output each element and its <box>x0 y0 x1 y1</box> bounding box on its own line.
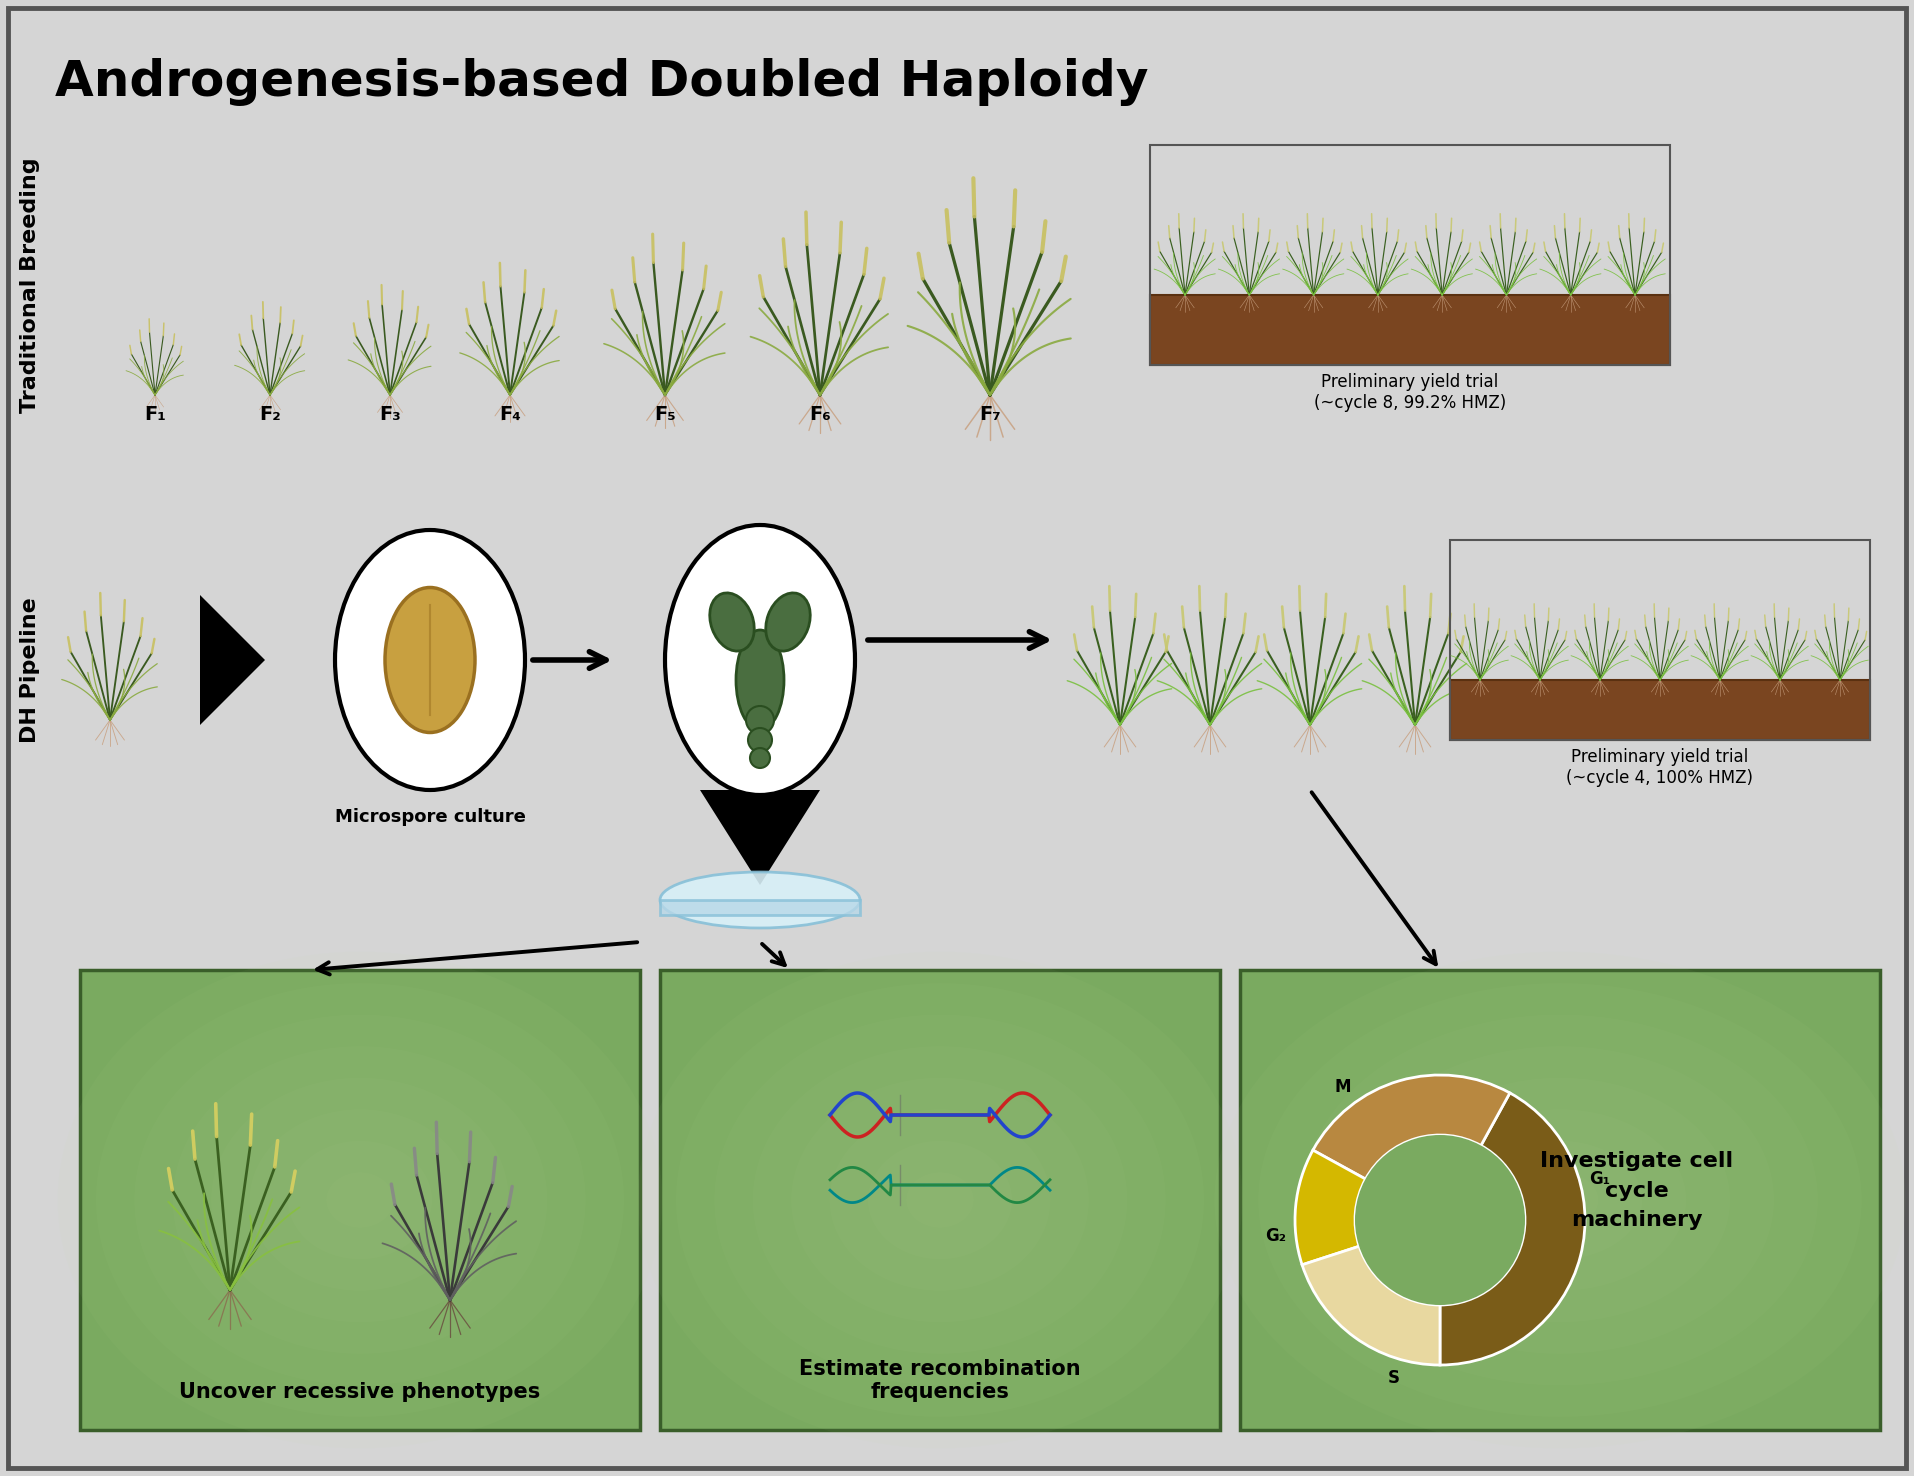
Wedge shape <box>1313 1075 1510 1179</box>
Text: F₁: F₁ <box>144 404 167 424</box>
Wedge shape <box>1439 1092 1585 1365</box>
FancyBboxPatch shape <box>660 970 1219 1430</box>
Text: G₁: G₁ <box>1589 1170 1610 1188</box>
Ellipse shape <box>766 593 810 651</box>
FancyBboxPatch shape <box>80 970 639 1430</box>
Text: Uncover recessive phenotypes: Uncover recessive phenotypes <box>180 1382 540 1402</box>
FancyBboxPatch shape <box>8 7 1906 1469</box>
Bar <box>1451 540 1870 739</box>
Text: F₃: F₃ <box>379 404 400 424</box>
Text: S: S <box>1388 1370 1399 1387</box>
Text: DH Pipeline: DH Pipeline <box>19 598 40 742</box>
Bar <box>1150 145 1671 365</box>
Text: G₂: G₂ <box>1265 1227 1286 1244</box>
Ellipse shape <box>710 593 754 651</box>
Ellipse shape <box>660 872 859 928</box>
Circle shape <box>1355 1135 1525 1305</box>
Ellipse shape <box>737 630 785 731</box>
Bar <box>660 900 859 915</box>
Bar <box>1451 680 1870 739</box>
Text: F₅: F₅ <box>655 404 676 424</box>
Ellipse shape <box>385 587 475 732</box>
Text: M: M <box>1334 1077 1351 1095</box>
Circle shape <box>748 728 771 751</box>
Ellipse shape <box>335 530 524 790</box>
Wedge shape <box>1296 1150 1365 1265</box>
Ellipse shape <box>664 525 856 796</box>
Text: Traditional Breeding: Traditional Breeding <box>19 156 40 413</box>
Text: Microspore culture: Microspore culture <box>335 807 526 827</box>
Text: F₂: F₂ <box>258 404 281 424</box>
Polygon shape <box>199 595 264 725</box>
Text: Preliminary yield trial
(~cycle 8, 99.2% HMZ): Preliminary yield trial (~cycle 8, 99.2%… <box>1313 373 1506 412</box>
Text: F₄: F₄ <box>500 404 521 424</box>
Text: F₇: F₇ <box>980 404 1001 424</box>
Text: Estimate recombination
frequencies: Estimate recombination frequencies <box>800 1359 1081 1402</box>
Text: Androgenesis-based Doubled Haploidy: Androgenesis-based Doubled Haploidy <box>56 58 1148 106</box>
Circle shape <box>750 748 769 768</box>
Text: Preliminary yield trial
(~cycle 4, 100% HMZ): Preliminary yield trial (~cycle 4, 100% … <box>1566 748 1753 787</box>
Polygon shape <box>701 790 819 886</box>
Text: Investigate cell
cycle
machinery: Investigate cell cycle machinery <box>1541 1151 1734 1231</box>
Text: F₆: F₆ <box>810 404 831 424</box>
Bar <box>1150 145 1671 295</box>
FancyBboxPatch shape <box>1240 970 1880 1430</box>
Circle shape <box>746 706 773 734</box>
Wedge shape <box>1302 1246 1439 1365</box>
Bar <box>1150 295 1671 365</box>
